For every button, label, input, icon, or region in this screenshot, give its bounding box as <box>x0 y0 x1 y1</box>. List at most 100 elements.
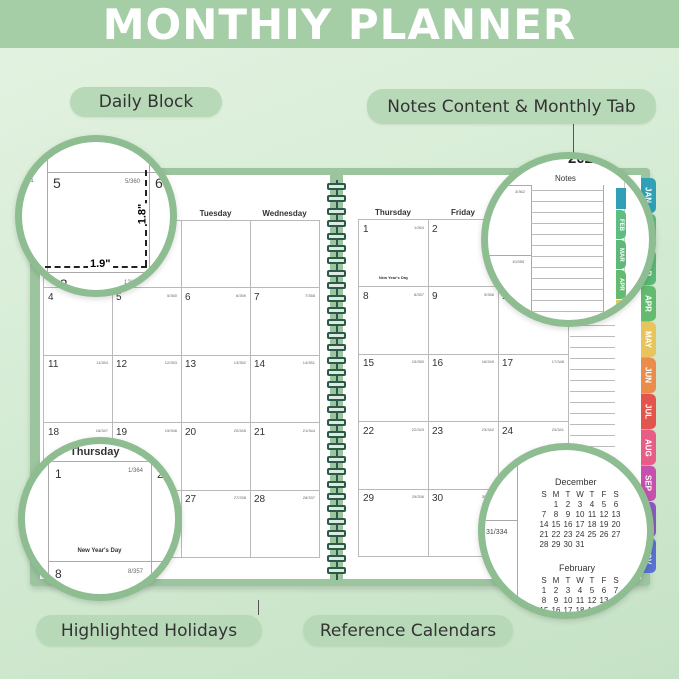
spiral-ring <box>327 331 346 339</box>
mini-day: 2 <box>553 586 559 595</box>
dow-label: M <box>552 490 560 499</box>
weekday-header: Thursday <box>374 208 411 217</box>
mini-day: 27 <box>611 530 621 539</box>
month-tab: MAR <box>616 240 626 269</box>
spiral-ring <box>327 505 346 513</box>
day-count: 21/344 <box>302 428 315 433</box>
notes-line <box>531 201 603 202</box>
mini-day: 5 <box>589 586 595 595</box>
mini-day: 15 <box>539 606 549 615</box>
mini-day: 14 <box>539 520 549 529</box>
holiday-label: New Year's Day <box>77 548 122 554</box>
mini-day: 12 <box>599 510 609 519</box>
tab-label: FEB <box>618 218 624 231</box>
day-cell: 6 6/359 <box>181 288 251 356</box>
spiral-ring <box>327 356 346 364</box>
day-cell <box>181 220 251 288</box>
page-title: MONTHIY PLANNER <box>102 0 577 49</box>
mini-day: 7 <box>613 586 619 595</box>
mini-day: 29 <box>551 540 561 549</box>
spiral-ring <box>327 220 346 228</box>
mini-day: 12 <box>587 596 597 605</box>
spiral-ring <box>327 418 346 426</box>
month-tab-jun[interactable]: JUN <box>640 358 656 393</box>
month-tab: FEB <box>616 210 626 239</box>
dow-label: S <box>613 490 619 499</box>
mini-day: 6 <box>601 586 607 595</box>
spiral-spine <box>336 180 338 580</box>
spiral-ring <box>327 468 346 476</box>
day-number: 16 <box>432 358 444 369</box>
day-number: 12 <box>52 276 68 292</box>
dow-label: W <box>576 576 584 585</box>
spiral-ring <box>327 567 346 575</box>
notes-line <box>570 347 615 348</box>
day-number: 4 <box>48 292 54 303</box>
mini-day: 21 <box>539 530 549 539</box>
spiral-ring <box>327 455 346 463</box>
mini-day: 22 <box>551 530 561 539</box>
day-cell: 1 1/364 New Year's Day <box>358 219 429 287</box>
notes-line <box>531 245 603 246</box>
month-tab-apr[interactable]: APR <box>640 286 656 321</box>
day-number: 17 <box>502 358 514 369</box>
mini-day: 20 <box>611 520 621 529</box>
spiral-ring <box>327 319 346 327</box>
day-count: 9/356 <box>483 292 494 297</box>
day-number: 8 <box>363 291 369 302</box>
february-calendar: S M T W T F S 1 2 3 4 5 6 7 8 9 10 11 12 13 14 15 16 17 18 19 20 21 <box>538 576 622 615</box>
spiral-ring <box>327 207 346 215</box>
day-count: 17/348 <box>551 359 564 364</box>
notes-header: Notes <box>555 174 576 183</box>
notes-line <box>531 267 603 268</box>
dow-label: T <box>565 576 571 585</box>
day-number: 8 <box>55 567 62 581</box>
month-tab-may[interactable]: MAY <box>640 322 656 357</box>
tab-label: MAY <box>643 330 653 349</box>
notes-line <box>531 212 603 213</box>
day-number: 9 <box>432 291 438 302</box>
notes-line <box>531 289 603 290</box>
day-cell: 15 15/350 <box>358 354 429 422</box>
notes-line <box>531 256 603 257</box>
daily-block-label: Daily Block <box>70 87 222 117</box>
mini-day: 1 <box>553 500 559 509</box>
dow-label: S <box>613 576 619 585</box>
mini-day: 4 <box>589 500 595 509</box>
tab-label: JUN <box>643 367 653 384</box>
month-tab-aug[interactable]: AUG <box>640 430 656 465</box>
day-number: 21 <box>254 427 266 438</box>
day-cell: 7 7/358 <box>250 288 320 356</box>
mini-day: 8 <box>541 596 547 605</box>
mini-day: 16 <box>551 606 561 615</box>
mini-day: 15 <box>551 520 561 529</box>
day-number: 18 <box>48 427 60 438</box>
mini-day: 19 <box>599 520 609 529</box>
weekday-header: Wednesday <box>262 209 307 218</box>
mini-day: 7 <box>541 510 547 519</box>
notes-line <box>570 424 615 425</box>
day-cell: 16 16/349 <box>428 354 499 422</box>
day-cell: 13 13/352 <box>181 355 251 423</box>
notes-tab-zoom: 202 Notes 3/362 10/355 FEBMARAPRJANFEBMA… <box>481 152 656 327</box>
mini-day: 2 <box>565 500 571 509</box>
day-count: 28/337 <box>302 495 315 500</box>
mini-day: 17 <box>575 520 585 529</box>
mini-day: 13 <box>611 510 621 519</box>
day-number: 23 <box>432 426 444 437</box>
notes-line <box>570 325 615 326</box>
connector-line <box>258 600 259 615</box>
spiral-ring <box>327 344 346 352</box>
day-cell: 29 29/336 <box>358 489 429 557</box>
tab-label: AUG <box>643 438 653 457</box>
february-title: February <box>559 563 596 573</box>
day-cell: 28 28/337 <box>250 490 320 558</box>
spiral-ring <box>327 369 346 376</box>
month-tab: APR <box>616 270 626 299</box>
day-number: 6 <box>185 292 191 303</box>
spiral-ring <box>327 530 346 538</box>
day-count: 22/343 <box>411 427 424 432</box>
month-tab-jul[interactable]: JUL <box>640 394 656 429</box>
weekday-header: Thursday <box>70 446 120 458</box>
dow-label: M <box>552 576 560 585</box>
